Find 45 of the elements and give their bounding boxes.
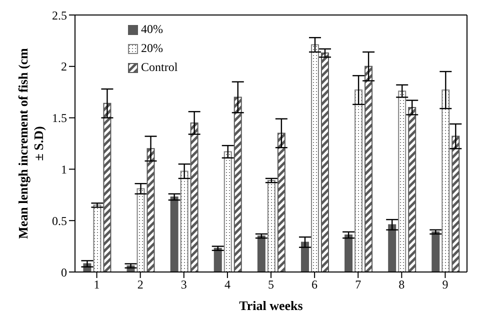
legend-label: 40% xyxy=(141,22,163,37)
x-tick-label: 5 xyxy=(268,278,274,292)
bar xyxy=(364,66,373,272)
y-tick-label: 1.5 xyxy=(52,111,67,126)
bar xyxy=(432,231,440,272)
bar xyxy=(442,90,450,272)
bar xyxy=(320,52,329,272)
y-tick-label: 1 xyxy=(61,162,67,176)
x-tick-label: 1 xyxy=(94,278,100,292)
bar xyxy=(136,188,145,272)
bar xyxy=(310,44,319,272)
bar xyxy=(257,236,266,272)
bar xyxy=(214,248,222,272)
bar xyxy=(234,96,242,272)
bar xyxy=(146,148,155,272)
bar xyxy=(170,196,178,272)
y-axis-title: Mean lentgh increment of fish (cm ± S.D) xyxy=(16,48,46,239)
bar xyxy=(277,132,286,272)
x-tick-label: 2 xyxy=(137,278,144,292)
bar xyxy=(224,151,232,272)
bar xyxy=(300,242,309,272)
legend-label: 20% xyxy=(141,41,163,56)
bar xyxy=(354,90,363,272)
x-tick-label: 4 xyxy=(224,278,230,292)
bar xyxy=(93,204,102,272)
y-tick-label: 0.5 xyxy=(52,214,67,228)
bar xyxy=(180,170,188,272)
x-tick-label: 6 xyxy=(312,278,318,292)
bar xyxy=(267,180,276,272)
y-tick-label: 0 xyxy=(61,265,67,280)
bar xyxy=(388,224,396,272)
bar xyxy=(190,122,198,272)
y-tick-label: 2.5 xyxy=(52,8,67,22)
bar xyxy=(408,107,416,272)
bar xyxy=(452,136,460,272)
x-tick-label: 3 xyxy=(180,278,187,292)
y-tick-label: 2 xyxy=(61,60,67,74)
bar xyxy=(103,102,112,272)
x-tick-label: 7 xyxy=(355,278,362,292)
bar xyxy=(398,90,406,272)
x-tick-label: 8 xyxy=(398,278,405,292)
bar xyxy=(344,234,353,272)
legend-label: Control xyxy=(141,60,178,75)
x-axis-title: Trial weeks xyxy=(239,298,303,313)
x-tick-label: 9 xyxy=(442,278,448,292)
